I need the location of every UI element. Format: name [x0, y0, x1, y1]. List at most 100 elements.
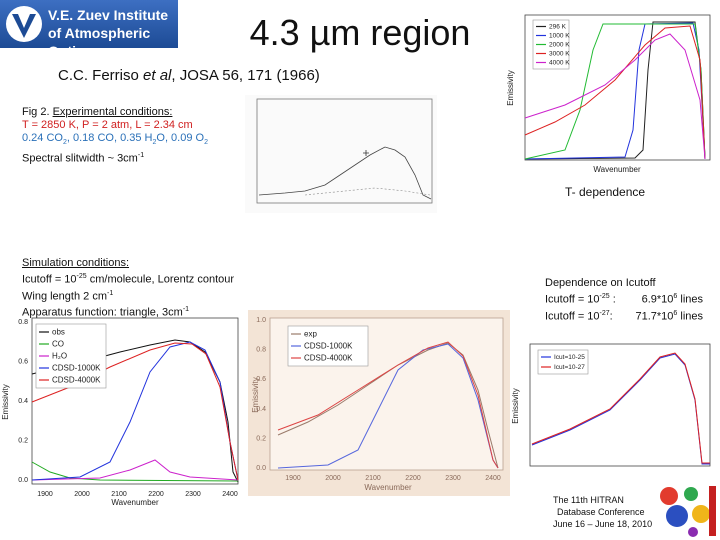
y-tick-label: 0.2 [256, 435, 266, 442]
curve [524, 33, 706, 160]
x-tick-label: 2300 [185, 491, 201, 498]
curve [277, 341, 499, 469]
legend-box [532, 19, 570, 70]
text: 71.7*10 [635, 310, 674, 323]
footer-line: The 11th HITRAN [553, 495, 624, 505]
simulation-line: Apparatus function: triangle, 3cm-1 [22, 303, 234, 320]
legend-label: obs [52, 328, 65, 337]
y-tick-label: 0.6 [18, 359, 28, 366]
x-tick-label: 2400 [222, 491, 238, 498]
text: Spectral slitwidth ~ 3cm [22, 152, 138, 165]
x-axis-label: Wavenumber [111, 498, 159, 507]
fig2-caption: Fig 2. Experimental conditions: T = 2850… [22, 106, 208, 166]
x-tick-label: 1900 [285, 475, 301, 482]
x-tick-label: 2000 [74, 491, 90, 498]
y-tick-label: 0.2 [18, 438, 28, 445]
simulation-heading: Simulation conditions: [22, 257, 130, 269]
logo-line: of Atmospheric Optics [48, 25, 151, 59]
text: 6.9*10 [641, 293, 674, 306]
text: : [609, 293, 616, 306]
fig2-line: 0.24 CO2, 0.18 CO, 0.35 H2O, 0.09 O2 [22, 132, 208, 149]
x-axis-label: Wavenumber [593, 165, 641, 174]
simulation-line: Wing length 2 cm-1 [22, 287, 234, 304]
sub: 2 [204, 139, 208, 147]
x-tick-label: 2200 [405, 475, 421, 482]
text: Apparatus function: triangle, 3cm [22, 306, 183, 319]
legend-label: CDSD-1000K [304, 342, 353, 351]
x-tick-label: 1900 [37, 491, 53, 498]
fig2-line: T = 2850 K, P = 2 atm, L = 2.34 cm [22, 119, 193, 131]
legend-label: CDSD-1000K [52, 364, 101, 373]
text: Wing length 2 cm [22, 290, 107, 303]
y-axis-label: Emissivity [511, 388, 520, 424]
legend-label: CO [52, 340, 64, 349]
sup: -27 [599, 309, 610, 317]
legend-label: Icut=10-25 [554, 354, 585, 361]
y-axis-label: Emissivity [1, 384, 10, 420]
chart-comparison: 1900 2000 2100 2200 2300 2400 0.0 0.2 0.4 0.6 0.8 1… [248, 310, 510, 496]
sup: -1 [182, 306, 190, 314]
hitran-logo [660, 486, 716, 537]
cutoff-row: Icutoff = 10-25 :6.9*106 lines [545, 290, 703, 307]
text: Icutoff = 10 [22, 273, 77, 286]
scan-figure [245, 95, 437, 213]
legend-label: Icut=10-27 [554, 364, 585, 371]
footer-line: June 16 – June 18, 2010 [553, 519, 653, 529]
text: , 0.18 CO, 0.35 H [66, 132, 153, 144]
chart-t-dependence: Emissivity Wavenumber 296 K 1000 K 2000 K 300… [506, 14, 711, 174]
text: cm/molecule, Lorentz contour [86, 273, 235, 286]
sup: 6 [673, 293, 678, 300]
cutoff-value: 71.7*106 lines [631, 307, 703, 324]
cutoff-text: Dependence on Icutoff Icutoff = 10-25 :6… [545, 276, 703, 323]
cutoff-value: 6.9*106 lines [631, 290, 703, 307]
logo-line: V.E. Zuev Institute [48, 7, 169, 23]
text: Icutoff = 10 [545, 293, 600, 306]
x-tick-label: 2100 [111, 491, 127, 498]
chart-simulation: 1900 2000 2100 2200 2300 2400 0.0 0.2 0.4 0.6 0.8 E… [1, 317, 239, 507]
fig2-line: Spectral slitwidth ~ 3cm-1 [22, 149, 208, 166]
curve [277, 342, 499, 469]
x-tick-label: 2300 [445, 475, 461, 482]
y-tick-label: 0.6 [256, 376, 266, 383]
sup: -1 [106, 289, 114, 297]
y-axis-label: Emissivity [251, 377, 260, 413]
citation-etal: et al [143, 67, 172, 84]
legend-label: exp [304, 330, 317, 339]
text: lines [677, 310, 703, 323]
curve [31, 459, 239, 481]
sub: 2 [152, 139, 157, 147]
t-dependence-label: T- dependence [565, 185, 646, 199]
y-axis-label: Emissivity [506, 70, 515, 106]
simulation-line: Icutoff = 10-25 cm/molecule, Lorentz con… [22, 270, 234, 287]
y-tick-label: 0.4 [18, 398, 28, 405]
y-tick-label: 0.8 [18, 319, 28, 326]
legend-box [537, 349, 589, 375]
curve [531, 352, 710, 464]
text: 0.24 CO [22, 132, 63, 144]
simulation-conditions: Simulation conditions: Icutoff = 10-25 c… [22, 257, 234, 320]
chart-cutoff: Emissivity Icut=10-25 Icut=10-27 [511, 343, 711, 467]
curve [277, 343, 499, 469]
fig2-heading-line: Fig 2. Experimental conditions: [22, 106, 208, 119]
footer: The 11th HITRAN Database Conference June… [553, 494, 652, 530]
cutoff-row: Icutoff = 10-27: 71.7*106 lines [545, 307, 703, 324]
legend-label: CDSD-4000K [52, 376, 101, 385]
legend-label: H₂O [52, 352, 67, 361]
y-tick-label: 0.0 [256, 465, 266, 472]
legend-label: 2000 K [549, 42, 570, 49]
text: Icutoff = 10 [545, 310, 600, 323]
text: : [609, 310, 613, 323]
citation-authors: C.C. Ferriso [58, 67, 144, 84]
text: O, 0.09 O [156, 132, 205, 144]
x-tick-label: 2200 [148, 491, 164, 498]
legend-label: 3000 K [549, 51, 570, 58]
x-axis-label: Wavenumber [364, 483, 412, 492]
x-tick-label: 2100 [365, 475, 381, 482]
y-tick-label: 0.4 [256, 406, 266, 413]
cutoff-label: Icutoff = 10-25 : [545, 290, 631, 307]
sub: 2 [62, 139, 67, 147]
legend-label: CDSD-4000K [304, 354, 353, 363]
text: lines [677, 293, 703, 306]
sup: -25 [76, 273, 87, 280]
legend-label: 4000 K [549, 60, 570, 67]
